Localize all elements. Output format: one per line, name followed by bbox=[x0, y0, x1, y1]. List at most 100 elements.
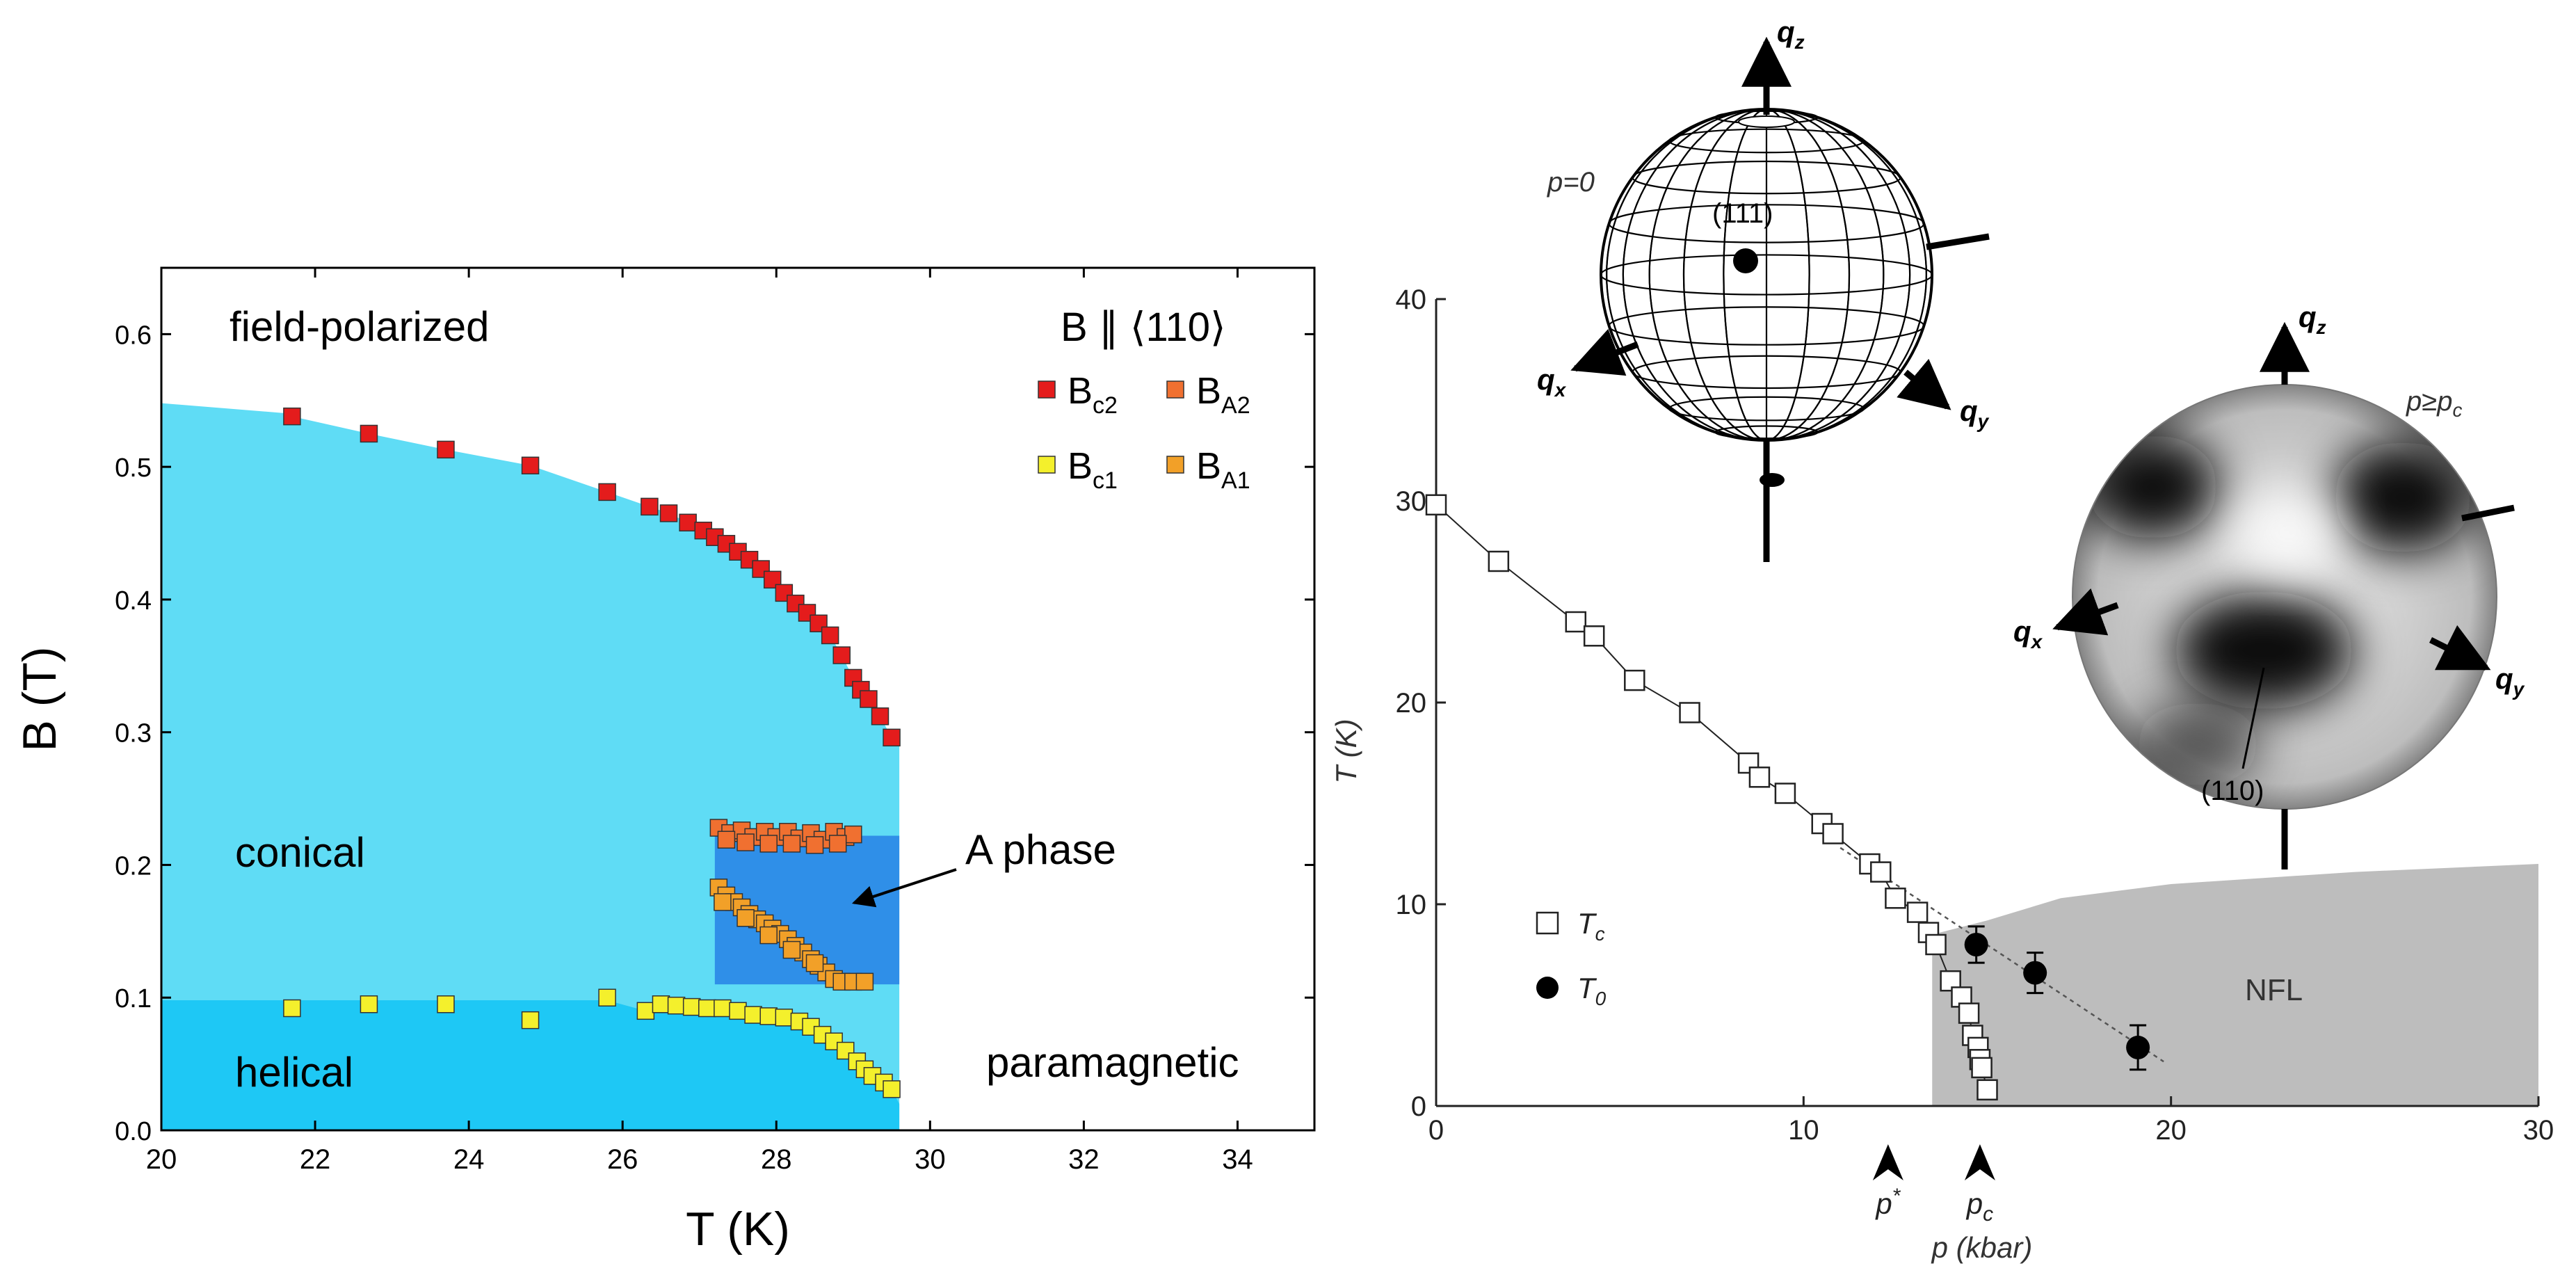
legend-base: B bbox=[1196, 370, 1221, 412]
legend-marker-T0 bbox=[1536, 977, 1559, 999]
left-ytick-label: 0.4 bbox=[115, 586, 152, 616]
point-Bc1 bbox=[744, 1006, 762, 1024]
sphere-p0-qz-sub: z bbox=[1794, 31, 1805, 53]
point-Tc bbox=[1679, 702, 1700, 723]
sphere-p0-qz-base: q bbox=[1777, 15, 1795, 48]
point-Bc2 bbox=[598, 483, 616, 502]
point-BA1 bbox=[714, 893, 732, 911]
point-BA1 bbox=[855, 972, 874, 991]
legend-label-BA1: BA1 bbox=[1196, 445, 1250, 494]
left-ytick-label: 0.5 bbox=[115, 454, 152, 483]
legend-sub: A1 bbox=[1221, 467, 1250, 494]
point-Tc bbox=[1748, 767, 1771, 788]
sphere-p0-spot-label: (111) bbox=[1712, 198, 1773, 229]
sphere-p0-qz-label: qz bbox=[1777, 15, 1805, 53]
left-ytick-label: 0.6 bbox=[115, 321, 152, 350]
sphere-pc-qy-label: qy bbox=[2495, 662, 2525, 700]
point-BA1 bbox=[782, 940, 801, 959]
point-BA1 bbox=[736, 909, 755, 927]
point-Bc1 bbox=[682, 997, 701, 1016]
point-T0 bbox=[2126, 1035, 2150, 1059]
sphere-pc-qy-base: q bbox=[2495, 662, 2513, 695]
sphere-pc-spot-label: (110) bbox=[2201, 776, 2264, 806]
point-Bc2 bbox=[860, 690, 878, 708]
point-Tc bbox=[1977, 1079, 1998, 1101]
left-data-points bbox=[283, 407, 901, 1098]
point-Bc2 bbox=[832, 646, 851, 664]
right-ytick-label: 0 bbox=[1411, 1091, 1426, 1122]
sphere-p0: qz qx qy p=0 (111) bbox=[1537, 15, 1990, 562]
label-a-phase: A phase bbox=[965, 826, 1116, 873]
left-plot-frame bbox=[160, 266, 1316, 1132]
point-Bc2 bbox=[871, 707, 889, 725]
pressure-arrows: p* pc bbox=[1872, 1144, 1995, 1226]
legend-base: B bbox=[1068, 370, 1093, 412]
sphere-pc-blob-center bbox=[2173, 591, 2354, 709]
point-BA1 bbox=[759, 926, 778, 945]
point-Bc1 bbox=[283, 999, 301, 1018]
sphere-latitude bbox=[1608, 204, 1925, 243]
legend-label-Tc: Tc bbox=[1577, 907, 1605, 945]
point-Bc1 bbox=[636, 1002, 655, 1020]
sphere-pc-blob-right bbox=[2333, 442, 2472, 553]
legend-marker-Tc bbox=[1536, 911, 1559, 935]
point-Bc1 bbox=[775, 1009, 794, 1027]
sphere-pc-qy-axis bbox=[2429, 625, 2491, 671]
arrow-label-base: p bbox=[1965, 1187, 1983, 1220]
sphere-pc-spot-pointer bbox=[2241, 667, 2265, 769]
point-BA2 bbox=[805, 836, 824, 854]
point-Bc2 bbox=[883, 728, 901, 747]
point-Bc2 bbox=[641, 497, 659, 516]
sphere-pc-bright-top bbox=[2232, 490, 2344, 574]
left-xtick-label: 28 bbox=[761, 1144, 792, 1175]
sphere-pc-side-axis bbox=[2461, 504, 2515, 522]
point-Bc1 bbox=[521, 1011, 540, 1029]
sphere-p0-qy-axis bbox=[1897, 358, 1951, 410]
point-Tc bbox=[1940, 970, 1961, 992]
point-Tc bbox=[1624, 669, 1645, 691]
point-Bc2 bbox=[787, 594, 805, 613]
point-Tc bbox=[1958, 1002, 1980, 1024]
sphere-latitude bbox=[1668, 396, 1865, 422]
sphere-pc-qx-axis bbox=[2052, 588, 2119, 636]
legend-marker-BA1 bbox=[1166, 456, 1184, 474]
sphere-latitude bbox=[1668, 128, 1865, 154]
left-xtick-label: 34 bbox=[1222, 1144, 1253, 1175]
sphere-pc-label-base: p≥p bbox=[2406, 386, 2452, 417]
right-y-axis-label: T (K) bbox=[1330, 719, 1362, 783]
right-xtick-label: 0 bbox=[1428, 1115, 1444, 1146]
arrow-p* bbox=[1872, 1144, 1903, 1180]
sphere-pc-label: p≥pc bbox=[2406, 386, 2462, 421]
point-Bc2 bbox=[521, 456, 540, 474]
legend-label-Bc1: Bc1 bbox=[1068, 445, 1118, 494]
sphere-pc-texture bbox=[2086, 435, 2472, 786]
arrow-pc bbox=[1964, 1144, 1995, 1180]
left-ytick-label: 0.0 bbox=[115, 1117, 152, 1146]
point-Bc1 bbox=[360, 995, 378, 1013]
sphere-latitude bbox=[1608, 306, 1925, 346]
legend-label-BA2: BA2 bbox=[1196, 370, 1250, 419]
point-Bc1 bbox=[714, 999, 732, 1018]
sphere-p0-qx-axis bbox=[1570, 328, 1639, 376]
sphere-p0-qy-base: q bbox=[1960, 394, 1978, 427]
legend-sub: c bbox=[1595, 923, 1605, 945]
point-Bc2 bbox=[679, 513, 697, 532]
legend-title: B ∥ ⟨110⟩ bbox=[1061, 305, 1226, 350]
label-helical: helical bbox=[235, 1049, 353, 1096]
left-xtick-label: 26 bbox=[607, 1144, 638, 1175]
sphere-pc-blob-left bbox=[2086, 435, 2219, 539]
sphere-p0-spot-111 bbox=[1733, 248, 1758, 273]
point-Bc2 bbox=[810, 614, 828, 633]
legend-marker-Bc2 bbox=[1038, 380, 1056, 399]
arrow-label-sup: * bbox=[1892, 1185, 1901, 1208]
sphere-pc-qy-sub: y bbox=[2512, 678, 2525, 700]
point-BA2 bbox=[828, 835, 847, 853]
point-Bc2 bbox=[283, 407, 301, 426]
point-BA2 bbox=[759, 835, 778, 853]
point-Tc bbox=[1925, 933, 1947, 956]
legend-base: T bbox=[1577, 972, 1597, 1004]
point-Tc bbox=[1906, 901, 1929, 923]
